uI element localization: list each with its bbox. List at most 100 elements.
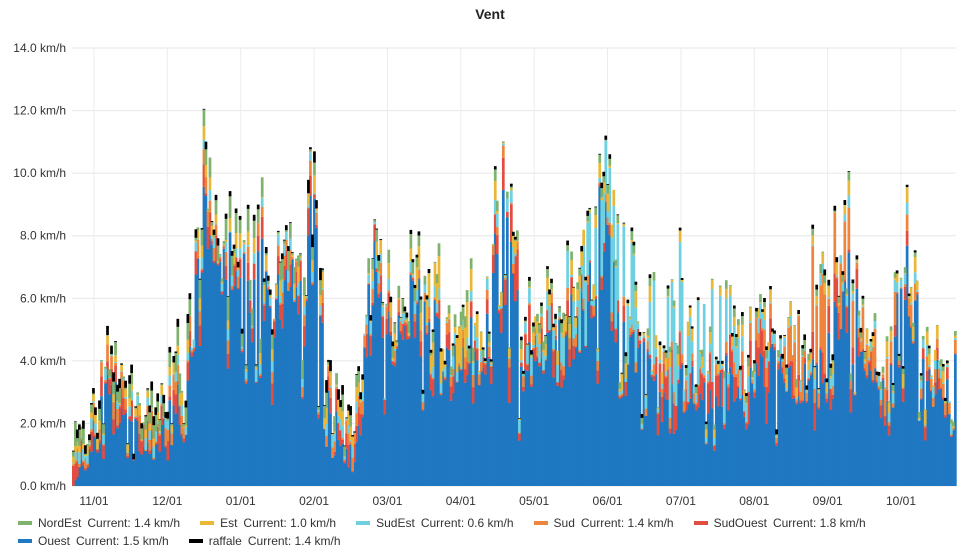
series-bar (873, 368, 877, 486)
series-bar (933, 369, 937, 383)
series-bar (530, 350, 533, 355)
series-bar (903, 267, 907, 273)
series-bar (339, 406, 342, 409)
series-bar (865, 378, 869, 486)
series-bar (666, 295, 670, 297)
series-bar (544, 336, 547, 344)
series-bar (90, 418, 93, 430)
series-bar (244, 365, 248, 370)
series-bar (773, 350, 776, 486)
series-bar (628, 319, 632, 328)
series-bar (216, 262, 220, 264)
series-bar (186, 380, 190, 486)
series-bar (666, 285, 670, 289)
series-bar (158, 431, 162, 432)
series-bar (759, 319, 762, 354)
series-bar (949, 435, 953, 437)
series-bar (939, 388, 943, 486)
series-bar (341, 394, 344, 412)
series-bar (859, 340, 863, 342)
series-bar (676, 383, 680, 486)
series-bar (827, 285, 831, 287)
series-bar (319, 280, 322, 296)
series-bar (700, 400, 704, 486)
series-bar (499, 308, 503, 333)
series-bar (809, 348, 813, 353)
series-bar (463, 369, 467, 383)
series-bar (514, 236, 517, 240)
series-bar (439, 351, 443, 384)
series-bar (755, 340, 758, 364)
series-bar (363, 336, 367, 348)
series-bar (371, 302, 375, 306)
series-bar (166, 420, 170, 430)
series-bar (951, 429, 955, 431)
series-bar (714, 364, 718, 376)
series-bar (222, 245, 226, 247)
series-bar (140, 439, 144, 441)
legend-item-raffale[interactable]: raffale Current: 1.4 km/h (188, 534, 341, 548)
series-bar (130, 384, 133, 391)
series-bar (761, 330, 764, 357)
series-bar (258, 338, 262, 353)
legend-item-sud[interactable]: Sud Current: 1.4 km/h (533, 516, 674, 530)
series-bar (542, 349, 545, 352)
series-bar (457, 362, 461, 365)
series-bar (630, 324, 634, 332)
series-bar (546, 309, 549, 311)
legend-item-nordest[interactable]: NordEst Current: 1.4 km/h (18, 516, 180, 530)
series-bar (309, 160, 312, 176)
series-bar (839, 255, 843, 264)
series-bar (728, 295, 732, 334)
series-bar (608, 234, 612, 486)
series-bar (122, 414, 125, 486)
series-bar (471, 403, 475, 486)
series-bar (737, 386, 740, 389)
series-bar (369, 355, 373, 486)
series-bar (933, 360, 937, 370)
legend-current-value: Current: 1.4 km/h (87, 516, 181, 530)
legend-item-sudouest[interactable]: SudOuest Current: 1.8 km/h (693, 516, 866, 530)
series-bar (652, 364, 656, 377)
series-bar (401, 313, 405, 324)
series-bar (632, 331, 636, 486)
series-bar (853, 394, 857, 396)
series-bar (815, 284, 819, 290)
series-bar (160, 383, 164, 385)
legend-item-ouest[interactable]: Ouest Current: 1.5 km/h (18, 534, 169, 548)
series-bar (218, 255, 222, 257)
series-bar (399, 321, 403, 331)
series-bar (94, 415, 97, 424)
series-bar (692, 403, 696, 486)
series-bar (84, 445, 87, 454)
series-bar (614, 267, 618, 329)
series-bar (696, 407, 700, 486)
series-bar (160, 405, 164, 426)
series-bar (329, 413, 332, 486)
series-bar (475, 311, 479, 315)
series-bar (369, 336, 373, 356)
series-bar (797, 315, 800, 316)
series-bar (276, 230, 280, 232)
series-bar (765, 423, 768, 486)
series-bar (361, 417, 365, 486)
series-bar (706, 383, 710, 414)
series-bar (827, 297, 831, 299)
series-bar (580, 275, 584, 293)
series-bar (357, 425, 360, 486)
legend-item-est[interactable]: Est Current: 1.0 km/h (200, 516, 336, 530)
series-bar (590, 300, 594, 302)
series-bar (399, 317, 403, 318)
series-bar (371, 281, 375, 290)
series-bar (202, 164, 206, 187)
series-bar (558, 317, 561, 320)
legend-item-sudest[interactable]: SudEst Current: 0.6 km/h (356, 516, 514, 530)
series-bar (644, 408, 648, 416)
series-bar (901, 373, 905, 388)
series-bar (706, 371, 710, 374)
series-bar (708, 351, 712, 354)
series-bar (540, 313, 543, 317)
series-bar (714, 375, 718, 397)
series-bar (270, 372, 274, 384)
series-bar (895, 282, 899, 293)
